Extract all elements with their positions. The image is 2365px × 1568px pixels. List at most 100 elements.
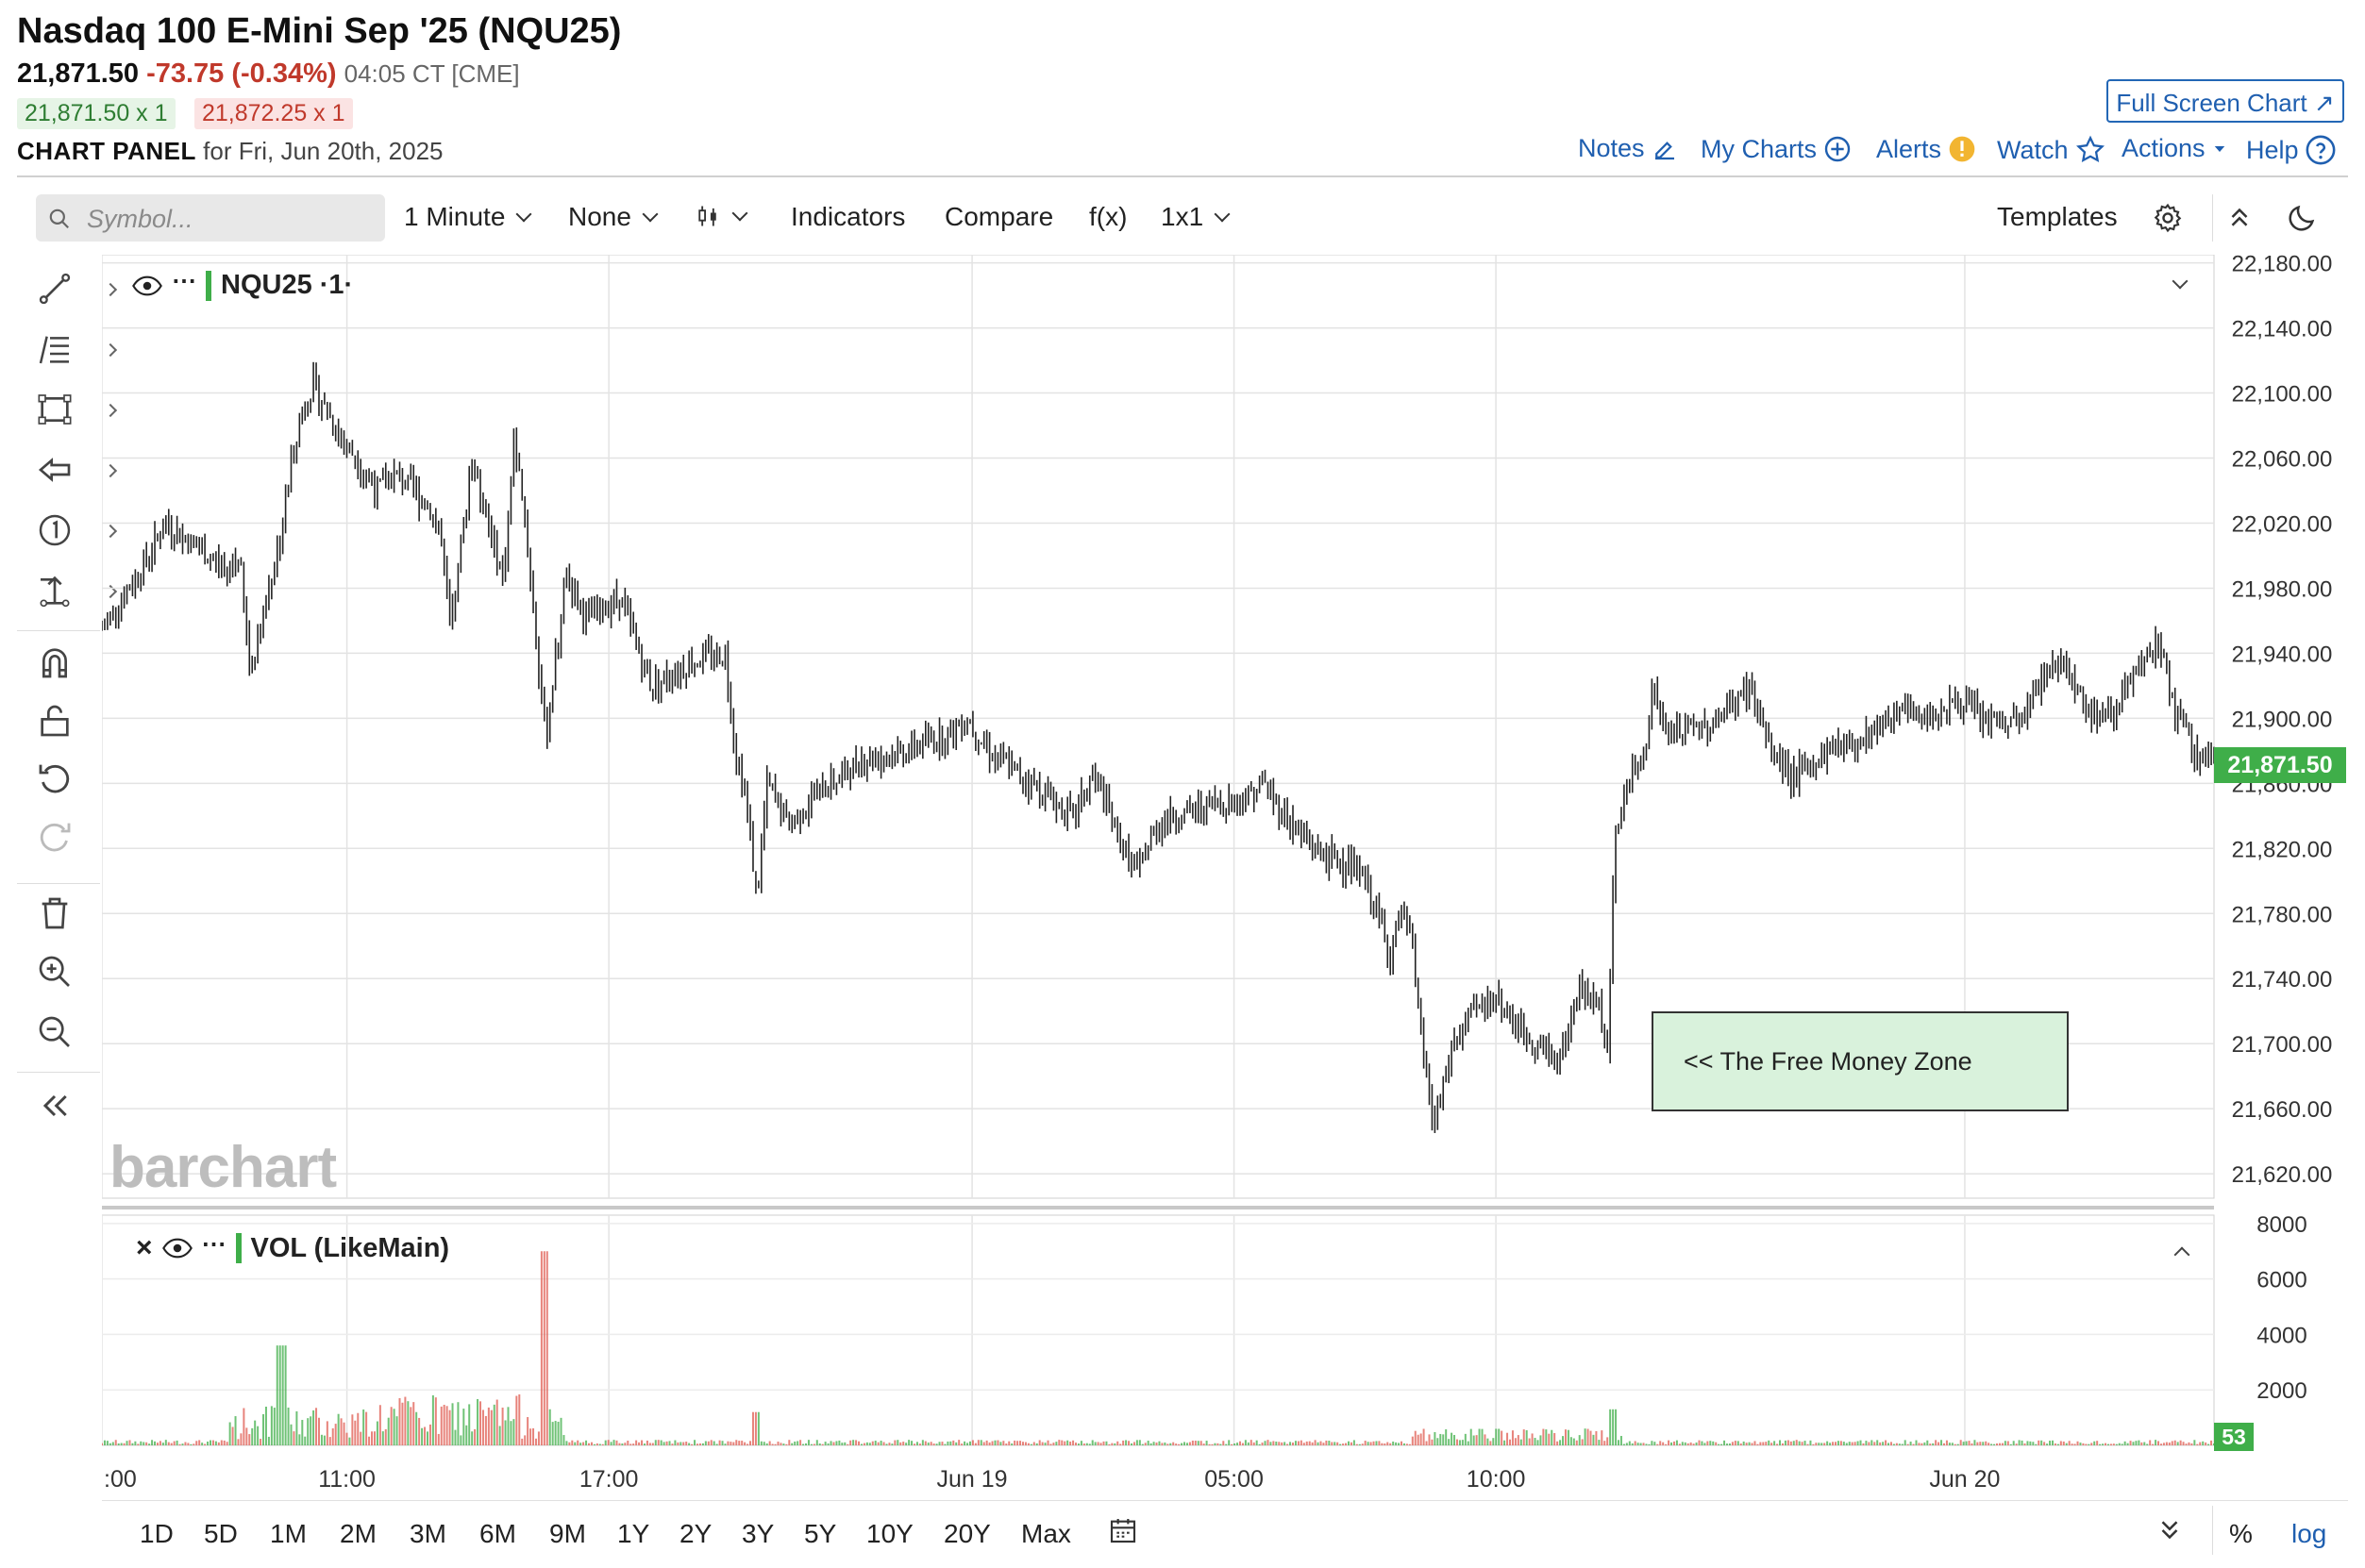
percent-scale-toggle[interactable]: % [2229, 1519, 2253, 1548]
range-20y[interactable]: 20Y [944, 1519, 991, 1548]
barchart-watermark: barchart [109, 1135, 337, 1200]
fx-button[interactable]: f(x) [1089, 202, 1128, 231]
chevron-down-icon [515, 206, 532, 223]
x-tick-label: :00 [104, 1466, 137, 1491]
range-max[interactable]: Max [1021, 1519, 1071, 1548]
delete-drawings-button[interactable] [36, 894, 92, 942]
last-price: 21,871.50 [17, 58, 140, 89]
range-1y[interactable]: 1Y [617, 1519, 650, 1548]
x-tick-label: Jun 19 [937, 1466, 1008, 1491]
volume-tick-label: 8000 [2256, 1212, 2306, 1238]
range-5d[interactable]: 5D [204, 1519, 238, 1548]
x-tick-label: 11:00 [318, 1466, 376, 1491]
templates-button[interactable]: Templates [1997, 202, 2118, 231]
range-2m[interactable]: 2M [340, 1519, 377, 1548]
notes-link[interactable]: Notes [1578, 134, 1679, 163]
tool-divider [17, 630, 100, 631]
y-tick-label: 21,980.00 [2232, 576, 2333, 602]
volume-legend[interactable]: × ⋯ VOL (LikeMain) [136, 1228, 449, 1264]
gear-icon [2154, 203, 2182, 233]
indicators-button[interactable]: Indicators [791, 202, 906, 231]
magnet-tool[interactable] [36, 643, 92, 691]
date-range-picker[interactable] [1108, 1515, 1138, 1552]
range-2y[interactable]: 2Y [679, 1519, 713, 1548]
my-charts-label: My Charts [1701, 134, 1818, 163]
full-screen-chart-button[interactable]: Full Screen Chart ↗ [2106, 79, 2344, 123]
volume-tick-label: 2000 [2256, 1378, 2306, 1404]
free-money-zone-annotation[interactable]: << The Free Money Zone [1652, 1011, 2069, 1111]
dark-mode-toggle[interactable] [2286, 202, 2318, 234]
help-link[interactable]: Help [2246, 134, 2337, 166]
numbered-circle-icon [39, 514, 71, 546]
more-options-icon[interactable]: ⋯ [201, 1228, 226, 1258]
range-6m[interactable]: 6M [479, 1519, 516, 1548]
moon-icon [2289, 205, 2315, 231]
compare-button[interactable]: Compare [945, 202, 1054, 231]
watch-link[interactable]: Watch [1997, 134, 2106, 166]
y-tick-label: 21,900.00 [2232, 707, 2333, 732]
alerts-link[interactable]: Alerts [1876, 134, 1977, 164]
volume-pane-frame [102, 1214, 2215, 1446]
range-3y[interactable]: 3Y [742, 1519, 775, 1548]
page-title: Nasdaq 100 E-Mini Sep '25 (NQU25) [17, 11, 622, 51]
price-change: -73.75 (-0.34%) [146, 58, 337, 89]
log-scale-toggle[interactable]: log [2291, 1519, 2327, 1548]
price-chart[interactable]: 22,180.00 22,140.00 22,100.00 22,060.00 22,0… [102, 255, 2348, 1491]
help-icon [2306, 135, 2335, 165]
y-tick-label: 21,940.00 [2232, 642, 2333, 667]
actions-label: Actions [2122, 134, 2206, 162]
caret-down-icon [2214, 145, 2224, 152]
chevron-down-icon [642, 206, 659, 223]
settings-button[interactable] [2152, 202, 2184, 234]
zoom-in-button[interactable] [36, 953, 92, 1000]
redo-button[interactable] [36, 817, 92, 864]
collapse-tools-button[interactable] [36, 1087, 92, 1134]
close-icon[interactable]: × [136, 1232, 153, 1263]
double-chevron-left-icon [42, 1094, 67, 1117]
lock-tool[interactable] [36, 702, 92, 749]
alerts-label: Alerts [1876, 134, 1942, 163]
range-1d[interactable]: 1D [140, 1519, 174, 1548]
range-1m[interactable]: 1M [270, 1519, 307, 1548]
range-9m[interactable]: 9M [549, 1519, 586, 1548]
double-chevron-up-icon [2231, 208, 2248, 226]
main-series-legend[interactable]: ⋯ NQU25 ·1· [132, 266, 353, 301]
layout-dropdown[interactable]: 1x1 [1161, 202, 1231, 232]
x-tick-label: 05:00 [1204, 1466, 1264, 1491]
current-volume-tag: 53 [2214, 1423, 2254, 1451]
range-10y[interactable]: 10Y [866, 1519, 914, 1548]
zoom-out-button[interactable] [36, 1013, 92, 1060]
bid-badge: 21,871.50 x 1 [17, 98, 176, 129]
more-options-icon[interactable]: ⋯ [172, 266, 196, 294]
y-tick-label: 21,740.00 [2232, 967, 2333, 993]
header-divider [17, 175, 2348, 177]
volume-tick-label: 4000 [2256, 1323, 2306, 1348]
eye-icon[interactable] [132, 275, 162, 296]
measure-tool[interactable] [36, 572, 118, 619]
aggregation-dropdown[interactable]: None [568, 202, 659, 232]
notes-label: Notes [1578, 134, 1645, 162]
eye-icon[interactable] [161, 1238, 193, 1259]
symbol-search[interactable] [36, 194, 385, 243]
shape-tool[interactable] [36, 391, 118, 438]
candlestick-icon [698, 206, 716, 226]
y-tick-label: 22,180.00 [2232, 255, 2333, 277]
collapse-header-button[interactable] [2225, 202, 2254, 232]
chart-type-dropdown[interactable] [695, 202, 748, 230]
my-charts-link[interactable]: My Charts [1701, 134, 1853, 164]
drawing-tools-sidebar [17, 255, 118, 1208]
interval-dropdown[interactable]: 1 Minute [404, 202, 532, 232]
annotation-tool[interactable] [36, 511, 118, 559]
undo-button[interactable] [36, 759, 92, 806]
expand-range-button[interactable] [2155, 1515, 2184, 1552]
trendline-tool[interactable] [36, 270, 118, 317]
arrow-tool[interactable] [36, 451, 118, 498]
symbol-search-input[interactable] [85, 194, 372, 243]
range-3m[interactable]: 3M [410, 1519, 446, 1548]
actions-menu[interactable]: Actions [2122, 134, 2228, 163]
fibonacci-tool[interactable] [36, 330, 118, 377]
tool-divider [17, 1072, 100, 1073]
y-tick-label: 21,660.00 [2232, 1097, 2333, 1123]
range-5y[interactable]: 5Y [804, 1519, 837, 1548]
price-pane-frame [102, 255, 2215, 1199]
